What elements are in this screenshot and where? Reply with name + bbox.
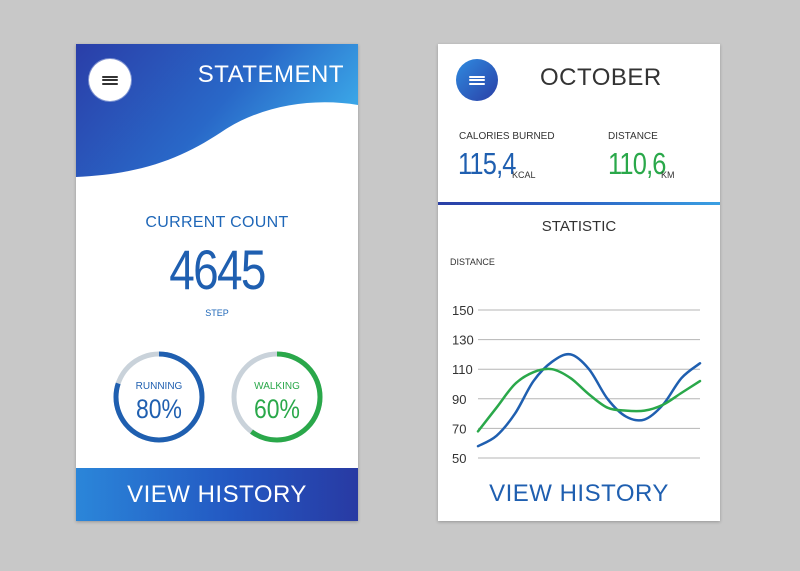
walking-ring-graphic [231, 351, 323, 443]
chart-axis-title: DISTANCE [450, 257, 495, 267]
view-history-button[interactable]: VIEW HISTORY [438, 472, 720, 516]
menu-button[interactable] [89, 59, 131, 101]
count-label: CURRENT COUNT [145, 214, 289, 231]
y-tick-label: 150 [452, 303, 474, 318]
menu-button[interactable] [456, 59, 498, 101]
distance-value: 110,6 [608, 146, 666, 181]
running-ring-graphic [113, 351, 205, 443]
distance-unit: KM [661, 170, 675, 180]
divider [438, 202, 720, 205]
calories-label: CALORIES BURNED [459, 131, 555, 142]
y-tick-label: 130 [452, 333, 474, 348]
walking-progress-ring: WALKING 60% [230, 350, 324, 444]
count-unit: STEP [205, 308, 229, 318]
y-tick-label: 50 [452, 451, 466, 466]
running-value: 80% [136, 394, 182, 424]
view-history-label: VIEW HISTORY [127, 480, 307, 508]
y-tick-label: 90 [452, 392, 466, 407]
header-wave [76, 44, 358, 177]
calories-value: 115,4 [458, 146, 516, 181]
distance-label: DISTANCE [608, 131, 658, 142]
statement-card: STATEMENT CURRENT COUNT 4645 STEP RUNNIN… [76, 44, 358, 521]
y-tick-label: 110 [452, 362, 473, 377]
walking-label: WALKING [254, 381, 300, 392]
calories-unit: KCAL [512, 170, 536, 180]
hamburger-icon [102, 75, 118, 85]
series-line-blue [476, 352, 702, 448]
running-progress-ring: RUNNING 80% [112, 350, 206, 444]
october-card: OCTOBER CALORIES BURNED 115,4 KCAL DISTA… [438, 44, 720, 521]
page-title: STATEMENT [197, 61, 344, 88]
view-history-label: VIEW HISTORY [489, 480, 669, 507]
view-history-button[interactable]: VIEW HISTORY [76, 468, 358, 521]
hamburger-icon [469, 75, 485, 85]
section-title: STATISTIC [541, 218, 617, 235]
distance-line-chart: 150 130 110 90 70 50 [452, 303, 702, 466]
series-line-green [476, 367, 702, 433]
running-label: RUNNING [135, 381, 183, 392]
walking-value: 60% [254, 394, 300, 424]
count-value: 4645 [169, 238, 266, 301]
y-tick-label: 70 [452, 421, 466, 436]
month-title: OCTOBER [540, 64, 662, 91]
